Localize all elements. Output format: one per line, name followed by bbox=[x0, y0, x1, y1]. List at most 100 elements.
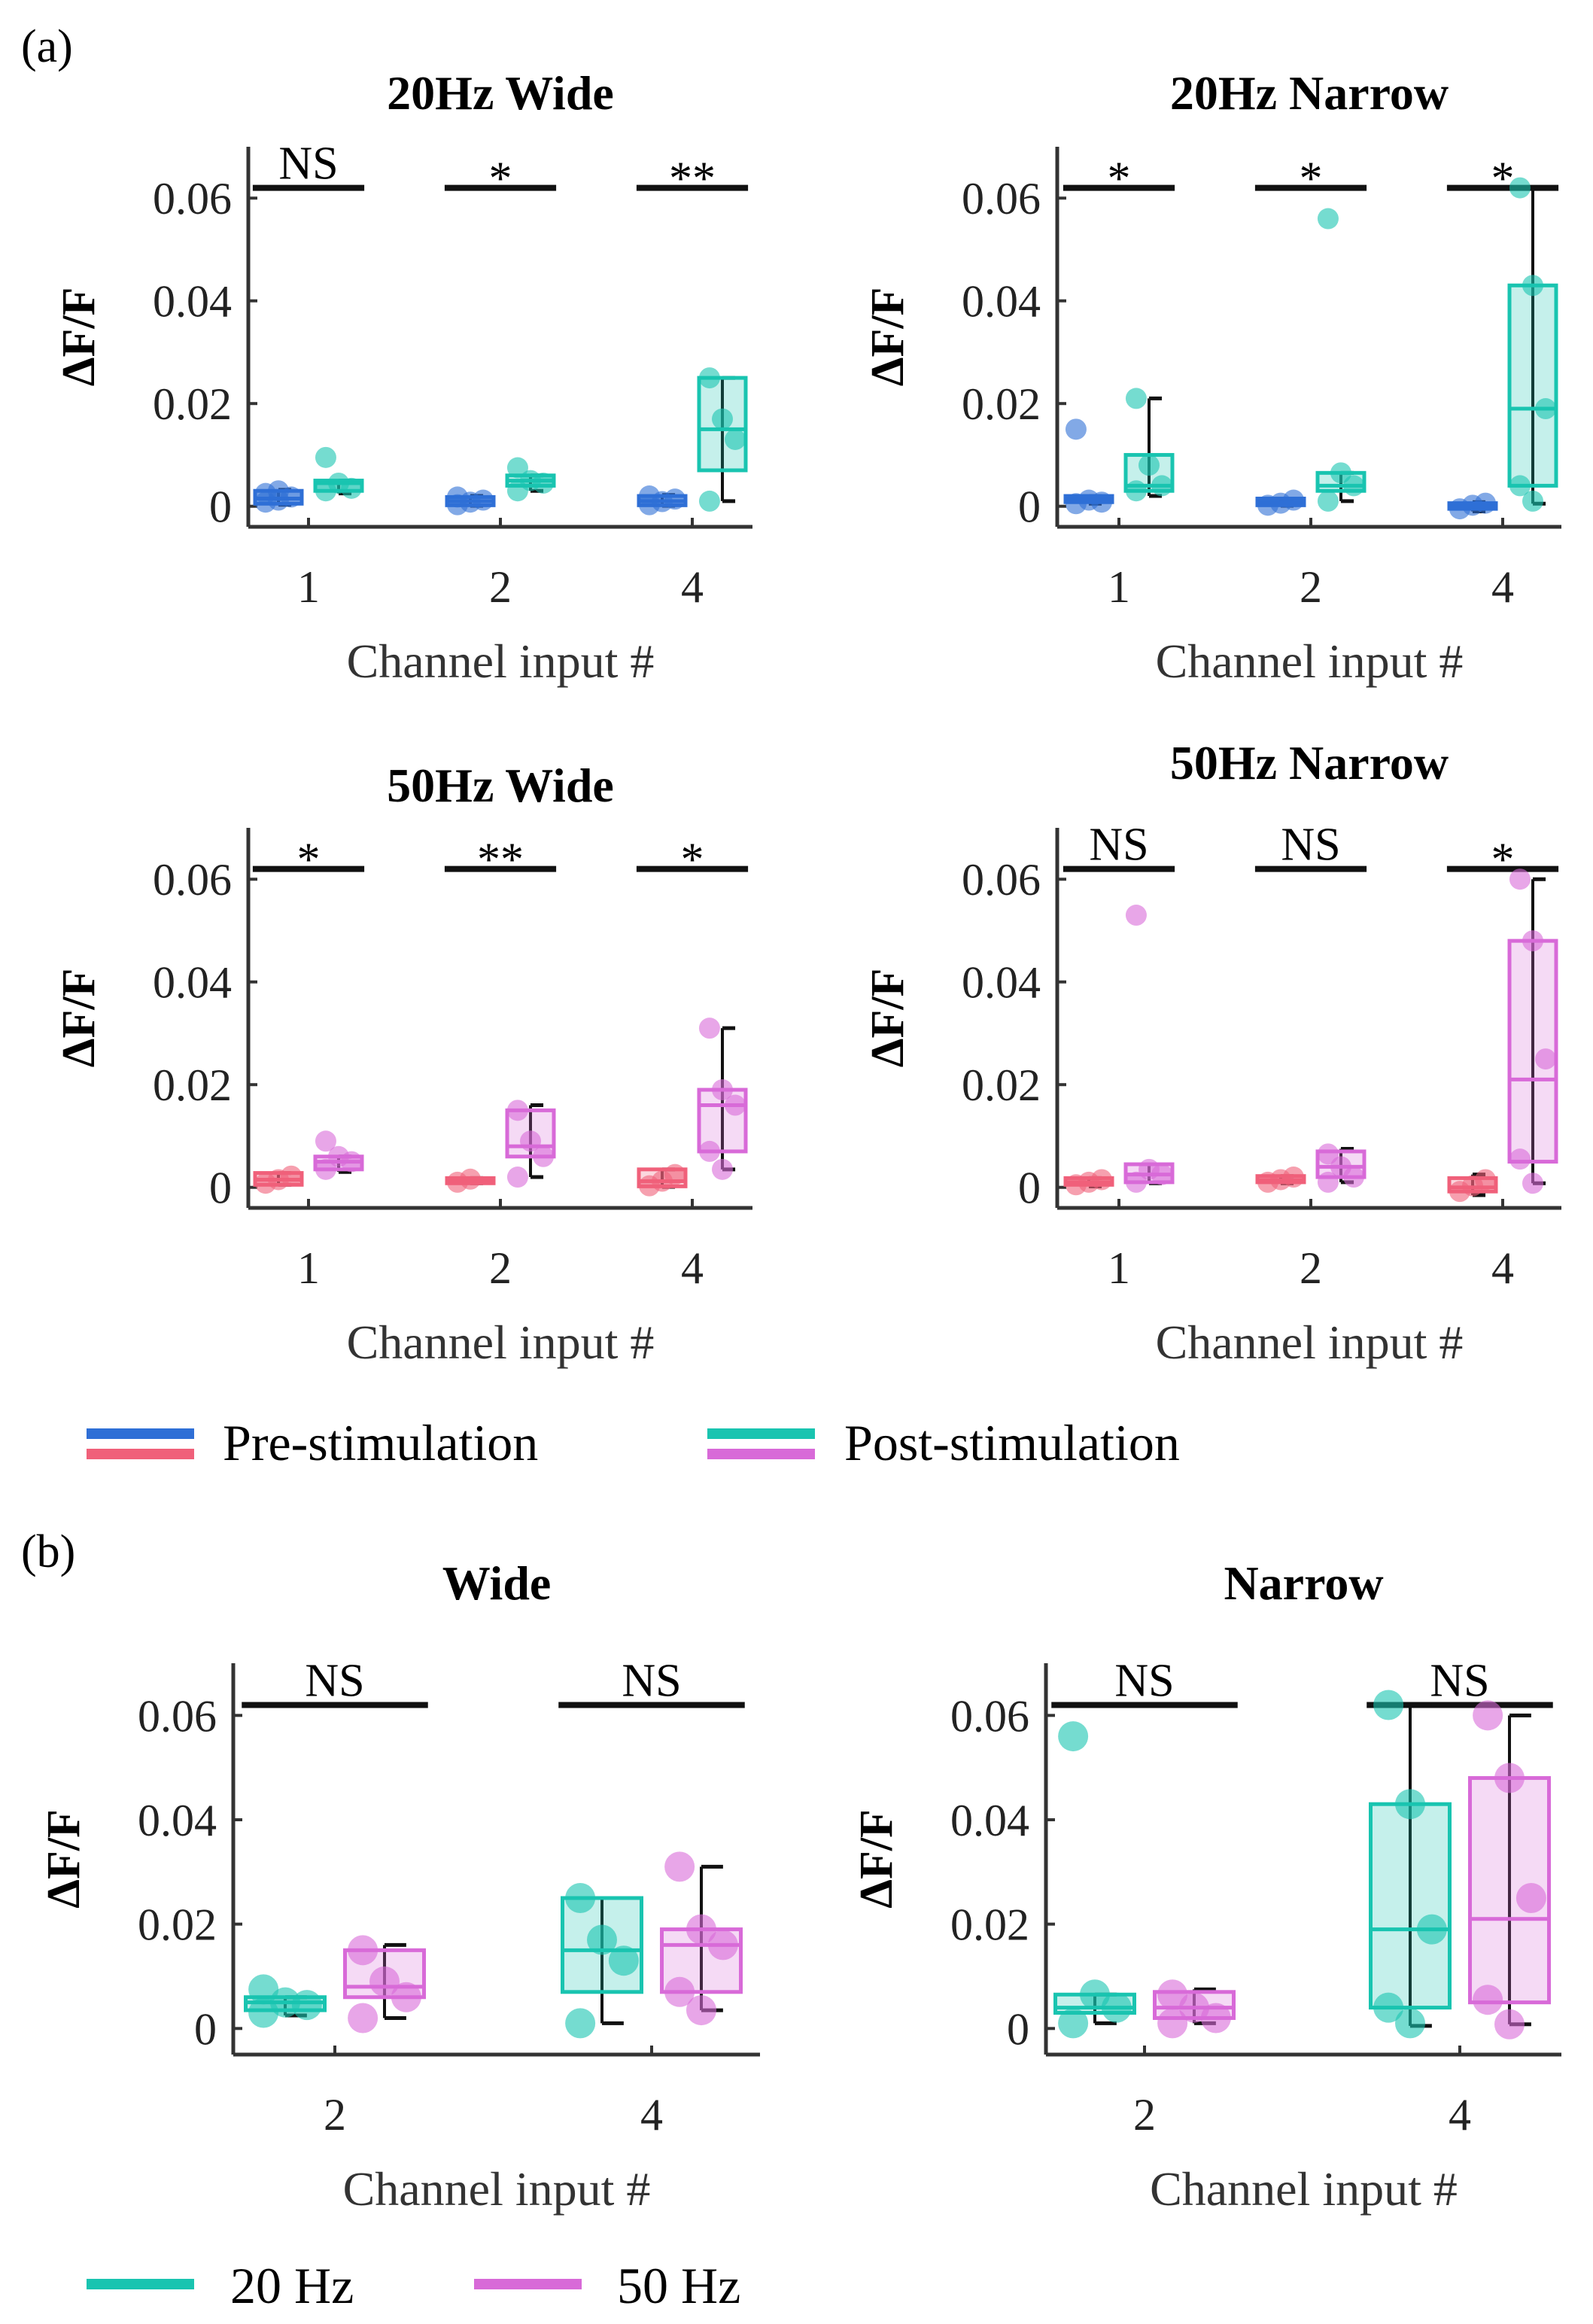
data-point bbox=[1509, 868, 1531, 890]
significance-label: NS bbox=[278, 138, 338, 190]
y-tick-label: 0 bbox=[194, 2004, 217, 2054]
data-point bbox=[315, 446, 336, 468]
data-point bbox=[698, 1018, 720, 1039]
data-point bbox=[506, 1167, 528, 1188]
y-tick-label: 0.06 bbox=[962, 855, 1041, 905]
chart-title: 50Hz Narrow bbox=[1170, 736, 1449, 789]
data-point bbox=[725, 1094, 746, 1116]
data-point bbox=[664, 1851, 695, 1882]
x-tick-label: 2 bbox=[1300, 1243, 1322, 1293]
data-point bbox=[1091, 491, 1113, 513]
x-tick-label: 2 bbox=[1133, 2090, 1156, 2140]
data-point bbox=[565, 1883, 596, 1913]
data-point bbox=[291, 1990, 322, 2021]
chart-title: 20Hz Narrow bbox=[1170, 66, 1449, 120]
x-tick-label: 4 bbox=[681, 1243, 704, 1293]
x-tick-label: 4 bbox=[1449, 2090, 1471, 2140]
data-point bbox=[341, 1151, 363, 1173]
series-first bbox=[253, 1164, 688, 1197]
significance-label: NS bbox=[1430, 1655, 1489, 1706]
data-point bbox=[1317, 208, 1339, 230]
data-point bbox=[1317, 1143, 1339, 1165]
data-point bbox=[1200, 2003, 1231, 2034]
box bbox=[1369, 1802, 1452, 2010]
y-tick-label: 0 bbox=[1018, 1164, 1041, 1213]
x-axis-label: Channel input # bbox=[1156, 1316, 1464, 1369]
significance-label: * bbox=[1300, 154, 1323, 205]
data-point bbox=[460, 1168, 481, 1190]
chart-a3: 50Hz Wide 0 0.02 0.04 0.06 ΔF/F 1 2 4 Channel inp… bbox=[53, 759, 752, 1369]
data-point bbox=[1522, 1173, 1543, 1194]
data-point bbox=[1535, 1048, 1557, 1070]
data-point bbox=[1125, 1171, 1147, 1193]
y-tick-label: 0 bbox=[209, 482, 232, 532]
data-point bbox=[587, 1924, 617, 1955]
data-point bbox=[1317, 1171, 1339, 1193]
significance-label: NS bbox=[1114, 1655, 1174, 1706]
series-second bbox=[313, 1018, 748, 1188]
data-point bbox=[707, 1930, 738, 1960]
data-point bbox=[1473, 1700, 1503, 1731]
data-point bbox=[506, 457, 528, 479]
chart-title: 50Hz Wide bbox=[387, 759, 614, 812]
chart-b1: Wide 0 0.02 0.04 0.06 ΔF/F 2 4 Channel input # NS… bbox=[38, 1556, 760, 2216]
data-point bbox=[1343, 475, 1365, 497]
data-point bbox=[1091, 1169, 1113, 1191]
charts: 20Hz Wide 0 0.02 0.04 0.06 ΔF/F 1 2 4 Channel inp… bbox=[38, 66, 1561, 2216]
series-second bbox=[313, 367, 748, 512]
data-point bbox=[1151, 475, 1173, 497]
data-point bbox=[638, 485, 660, 507]
data-point bbox=[1395, 1789, 1425, 1820]
data-point bbox=[506, 480, 528, 502]
significance-label: NS bbox=[305, 1655, 364, 1706]
series-second bbox=[1153, 1700, 1551, 2040]
data-point bbox=[1125, 480, 1147, 502]
data-point bbox=[712, 1079, 733, 1101]
x-tick-label: 2 bbox=[324, 2090, 346, 2140]
data-point bbox=[1283, 489, 1305, 511]
chart-a2: 20Hz Narrow 0 0.02 0.04 0.06 ΔF/F 1 2 4 Channel i… bbox=[862, 66, 1561, 688]
data-point bbox=[1522, 930, 1543, 952]
chart-b2: Narrow 0 0.02 0.04 0.06 ΔF/F 2 4 Channel input #… bbox=[851, 1556, 1561, 2216]
x-tick-label: 4 bbox=[1491, 1243, 1514, 1293]
data-point bbox=[698, 367, 720, 389]
significance-label: NS bbox=[622, 1655, 681, 1706]
data-point bbox=[1416, 1914, 1447, 1945]
panel-label-b: (b) bbox=[21, 1526, 75, 1577]
legend-label-post: Post-stimulation bbox=[844, 1414, 1180, 1471]
data-point bbox=[1535, 398, 1557, 420]
y-tick-label: 0.04 bbox=[962, 958, 1041, 1008]
y-axis-label: ΔF/F bbox=[53, 969, 105, 1068]
y-tick-label: 0.04 bbox=[962, 277, 1041, 327]
y-tick-label: 0.04 bbox=[138, 1796, 217, 1845]
y-tick-label: 0.02 bbox=[153, 379, 232, 429]
significance-label: * bbox=[681, 835, 704, 886]
y-tick-label: 0 bbox=[1018, 482, 1041, 532]
data-point bbox=[1058, 1721, 1089, 1752]
data-point bbox=[315, 480, 336, 502]
series-first bbox=[1063, 1167, 1498, 1203]
data-point bbox=[506, 1100, 528, 1121]
data-point bbox=[341, 477, 363, 499]
data-point bbox=[473, 489, 494, 511]
y-tick-label: 0.06 bbox=[138, 1691, 217, 1741]
data-point bbox=[1139, 455, 1160, 476]
data-point bbox=[1515, 1883, 1546, 1913]
x-tick-label: 1 bbox=[1108, 1243, 1130, 1293]
data-point bbox=[686, 1914, 716, 1945]
legend-label-pre: Pre-stimulation bbox=[223, 1414, 538, 1471]
y-tick-label: 0.02 bbox=[962, 379, 1041, 429]
x-tick-label: 4 bbox=[681, 562, 704, 612]
y-axis-label: ΔF/F bbox=[851, 1809, 902, 1909]
data-point bbox=[348, 2003, 378, 2034]
data-point bbox=[1157, 2008, 1188, 2039]
data-point bbox=[1125, 388, 1147, 409]
x-axis-label: Channel input # bbox=[1156, 634, 1464, 688]
significance-label: * bbox=[1491, 154, 1515, 205]
y-tick-label: 0.04 bbox=[153, 277, 232, 327]
data-point bbox=[248, 1974, 279, 2005]
x-tick-label: 2 bbox=[489, 562, 512, 612]
data-point bbox=[1373, 1992, 1404, 2023]
data-point bbox=[1125, 905, 1147, 926]
